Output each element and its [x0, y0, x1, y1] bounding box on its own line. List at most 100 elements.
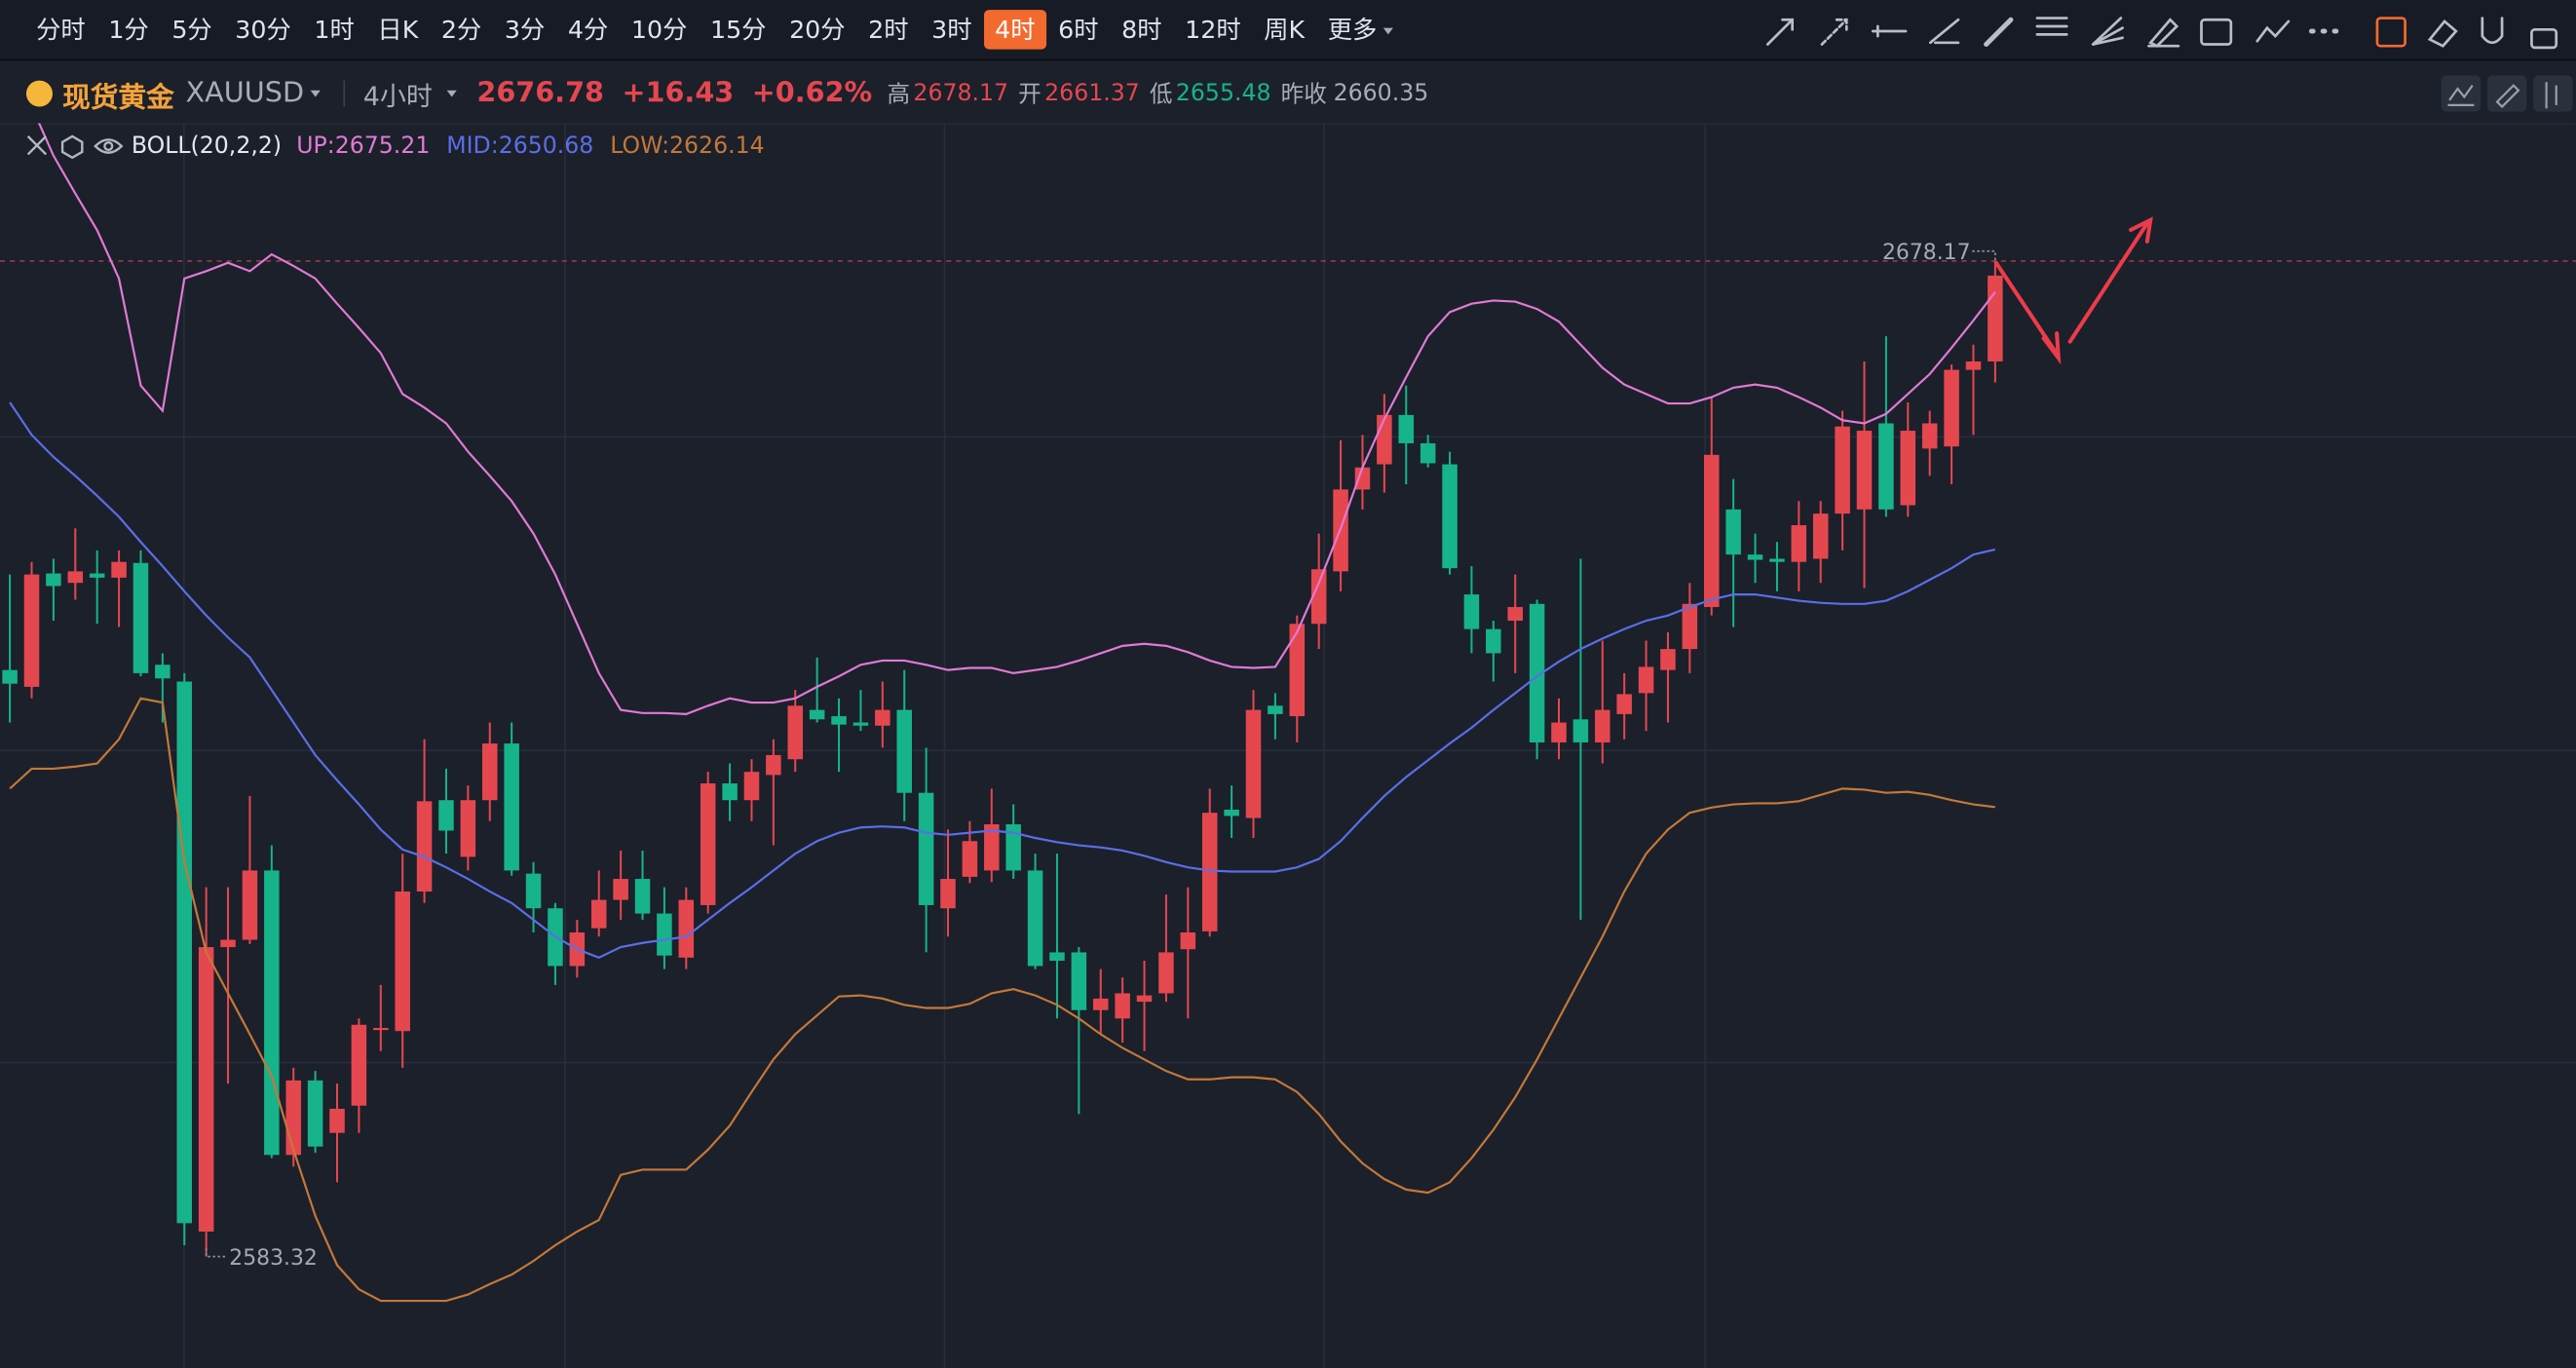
grid — [0, 123, 2576, 1368]
tool-ray[interactable] — [1766, 18, 1794, 46]
tool-lock[interactable] — [2530, 27, 2558, 50]
symbol[interactable]: XAUUSD — [185, 77, 305, 110]
tool-eraser[interactable] — [2427, 19, 2458, 48]
period-tab[interactable]: 3分 — [504, 15, 546, 45]
high-label: 高 — [887, 82, 911, 109]
period-tab[interactable]: 3时 — [931, 15, 972, 45]
period-tab[interactable]: 4时 — [983, 10, 1047, 50]
candle-body — [1268, 705, 1283, 714]
candle-body — [1595, 709, 1610, 742]
candle-body — [590, 899, 607, 929]
period-tab[interactable]: 2时 — [868, 15, 909, 45]
period-tab[interactable]: 1分 — [108, 15, 149, 45]
tool-extended[interactable] — [1820, 18, 1848, 46]
candle-body — [504, 743, 519, 871]
candle-body — [285, 1080, 301, 1156]
candle-body — [1027, 870, 1043, 967]
tool-fan[interactable] — [2091, 17, 2124, 46]
eye-icon[interactable] — [94, 138, 124, 154]
candle-body — [416, 801, 433, 892]
period-tab[interactable]: 30分 — [235, 15, 291, 45]
tool-icon — [2495, 84, 2520, 109]
candle-body — [852, 722, 869, 726]
band-line — [9, 697, 1995, 1303]
tool-image[interactable] — [2200, 18, 2233, 46]
candle-body — [329, 1108, 345, 1133]
draw-tools — [1766, 17, 2558, 50]
candle-body — [1136, 995, 1153, 1003]
candle-body — [1725, 509, 1741, 555]
candle-body — [940, 879, 956, 909]
hand-drawn-arrows — [1993, 216, 2153, 365]
candle-body — [962, 841, 978, 877]
candle-body — [1224, 809, 1239, 817]
period-tab[interactable]: 8时 — [1121, 15, 1162, 45]
period-tab[interactable]: 12时 — [1185, 15, 1241, 45]
candle-body — [67, 571, 84, 584]
tool-magnet[interactable] — [2481, 17, 2504, 45]
candle-body — [1660, 649, 1676, 670]
period-tab[interactable]: 周K — [1264, 15, 1306, 45]
tool-button[interactable] — [2486, 75, 2527, 112]
candle-body — [1529, 603, 1545, 742]
arrow-head — [2041, 331, 2062, 365]
candle-body — [1158, 952, 1174, 994]
candle-body — [613, 879, 628, 900]
candle-body — [111, 561, 127, 578]
low-annotation: 2583.32 — [229, 1246, 318, 1271]
period-tab[interactable]: 1时 — [314, 15, 355, 45]
arrow — [1993, 260, 2058, 354]
candle-body — [1180, 931, 1196, 950]
candle-body — [700, 782, 716, 905]
period-tab[interactable]: 更多 — [1316, 10, 1405, 49]
indicator-icons — [26, 134, 124, 160]
period-tab[interactable]: 6时 — [1058, 15, 1099, 45]
tool-edit[interactable] — [2375, 17, 2406, 48]
period[interactable]: 4小时 — [362, 80, 433, 112]
tool-channel[interactable] — [1928, 18, 1960, 45]
candle-body — [220, 939, 236, 948]
period-tab[interactable]: 日K — [377, 15, 419, 45]
candle-body — [1878, 423, 1894, 510]
period-tab[interactable]: 20分 — [789, 15, 846, 45]
low-label: 低 — [1149, 82, 1173, 109]
candle-body — [1551, 722, 1567, 742]
change: +16.43 — [622, 77, 735, 110]
tool-brush[interactable] — [1984, 17, 2014, 48]
settings-icon[interactable] — [60, 134, 84, 160]
indicator-name: BOLL(20,2,2) — [131, 133, 283, 160]
tool-pen[interactable] — [2147, 18, 2180, 48]
period-tab[interactable]: 15分 — [709, 15, 767, 45]
legend-entry: MID:2650.68 — [446, 133, 593, 160]
candle-body — [1354, 467, 1371, 490]
candle-body — [1398, 414, 1415, 443]
period-tab[interactable]: 5分 — [171, 15, 212, 45]
candle-body — [155, 665, 170, 679]
candle-body — [395, 891, 410, 1032]
period-tab[interactable]: 2分 — [440, 15, 482, 45]
candle-body — [1507, 607, 1523, 622]
period-tab[interactable]: 4分 — [567, 15, 609, 45]
tool-fib[interactable] — [2035, 17, 2068, 36]
tool-pattern[interactable] — [2255, 19, 2291, 43]
tool-button[interactable] — [2533, 75, 2573, 112]
legend-value: 2650.68 — [498, 133, 594, 160]
arrow — [2067, 221, 2149, 344]
period-tab[interactable]: 10分 — [630, 15, 688, 45]
plot — [0, 123, 2576, 1303]
candle-body — [743, 772, 760, 801]
prev-close-label: 昨收 — [1280, 82, 1327, 109]
annotation-leader — [205, 1248, 226, 1258]
candle-body — [482, 743, 498, 801]
tool-hline[interactable] — [1871, 24, 1908, 38]
candle-body — [351, 1024, 367, 1106]
close-icon[interactable] — [26, 135, 48, 156]
change-pct: +0.62% — [751, 77, 873, 110]
candle-body — [875, 709, 890, 726]
candle-body — [1921, 423, 1938, 449]
period-tab[interactable]: 分时 — [36, 15, 86, 45]
candle-body — [1310, 569, 1327, 625]
candle-body — [1377, 414, 1392, 465]
candle-body — [242, 870, 258, 940]
candle-body — [198, 947, 214, 1232]
